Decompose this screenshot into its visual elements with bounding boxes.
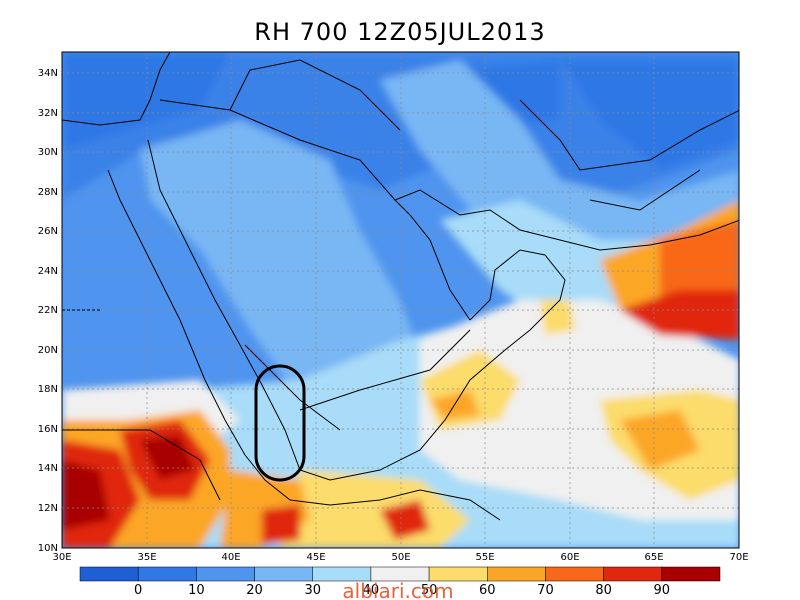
- colorbar-swatch: [79, 566, 139, 582]
- lon-label: 30E: [52, 552, 71, 563]
- colorbar-label: 80: [595, 583, 612, 598]
- lon-label: 45E: [306, 552, 325, 563]
- longitude-labels: 30E 35E 40E 45E 50E 55E 60E 65E 70E: [52, 552, 748, 563]
- lon-label: 65E: [644, 552, 663, 563]
- colorbar-labels: 0 10 20 30 40 50 60 70 80 90: [134, 583, 670, 598]
- latitude-labels: 34N 32N 30N 28N 26N 24N 22N 20N 18N 16N …: [38, 68, 58, 554]
- colorbar-label: 60: [479, 583, 496, 598]
- lat-label: 26N: [38, 226, 58, 237]
- colorbar-label: 40: [363, 583, 380, 598]
- colorbar-label: 10: [188, 583, 205, 598]
- colorbar-swatch: [196, 566, 255, 582]
- lat-label: 12N: [38, 503, 58, 514]
- lat-label: 34N: [38, 68, 58, 79]
- lat-label: 32N: [38, 108, 58, 119]
- colorbar-label: 0: [134, 583, 142, 598]
- colorbar-label: 50: [421, 583, 438, 598]
- colorbar-label: 90: [654, 583, 671, 598]
- highlight-oval: [254, 364, 306, 482]
- lat-label: 24N: [38, 266, 58, 277]
- lon-label: 35E: [137, 552, 156, 563]
- lat-label: 18N: [38, 384, 58, 395]
- colorbar-swatch: [487, 566, 546, 582]
- colorbar-swatch: [603, 566, 663, 582]
- colorbar-swatch: [254, 566, 313, 582]
- lat-label: 16N: [38, 424, 58, 435]
- colorbar-swatch: [545, 566, 604, 582]
- colorbar-label: 30: [304, 583, 321, 598]
- chart-title: RH 700 12Z05JUL2013: [254, 18, 546, 46]
- map-frame: [61, 51, 740, 549]
- colorbar-label: 20: [246, 583, 263, 598]
- lon-label: 40E: [221, 552, 240, 563]
- lat-label: 28N: [38, 187, 58, 198]
- colorbar-label: 70: [537, 583, 554, 598]
- humidity-field: [62, 52, 739, 548]
- lon-label: 60E: [560, 552, 579, 563]
- watermark: albiari.com: [342, 579, 453, 600]
- colorbar-swatch: [661, 566, 721, 582]
- lon-label: 50E: [391, 552, 410, 563]
- lon-label: 70E: [729, 552, 748, 563]
- lon-label: 55E: [475, 552, 494, 563]
- lat-label: 10N: [38, 543, 58, 554]
- lat-label: 20N: [38, 345, 58, 356]
- lat-label: 22N: [38, 305, 58, 316]
- coastlines: [62, 52, 739, 521]
- lat-label: 30N: [38, 147, 58, 158]
- colorbar-swatch: [137, 566, 197, 582]
- colorbar: [79, 566, 721, 582]
- lat-label: 14N: [38, 463, 58, 474]
